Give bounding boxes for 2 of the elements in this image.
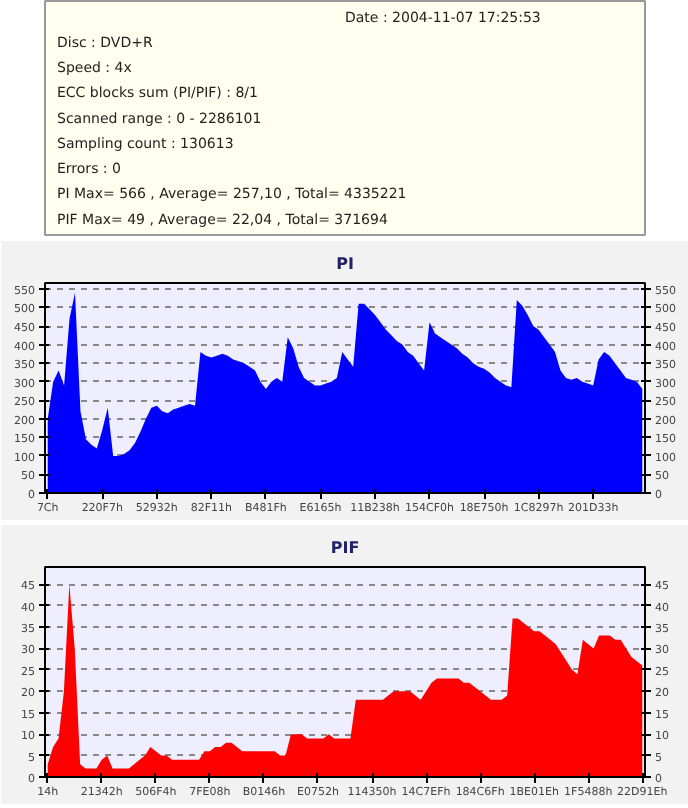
chart-title: PI: [336, 255, 354, 273]
chart-title: PIF: [330, 539, 360, 557]
